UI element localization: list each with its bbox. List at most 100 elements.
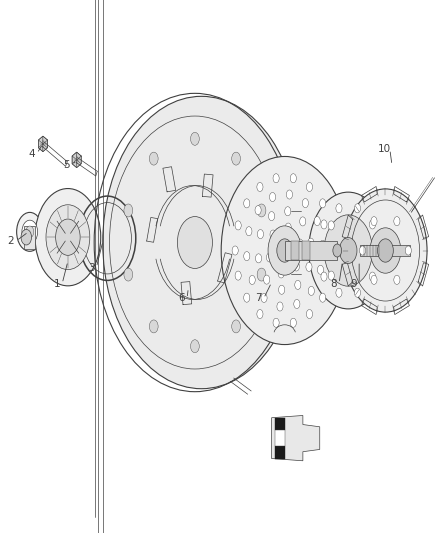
Ellipse shape	[369, 220, 375, 229]
Ellipse shape	[360, 246, 366, 255]
Ellipse shape	[336, 288, 342, 297]
Ellipse shape	[309, 192, 388, 309]
Ellipse shape	[321, 220, 327, 229]
Text: 6: 6	[178, 294, 185, 303]
Ellipse shape	[328, 221, 334, 230]
Ellipse shape	[308, 286, 314, 295]
Ellipse shape	[285, 223, 291, 232]
Ellipse shape	[244, 252, 250, 261]
Ellipse shape	[277, 239, 293, 262]
Ellipse shape	[394, 216, 400, 225]
Polygon shape	[285, 241, 337, 260]
Polygon shape	[43, 136, 47, 144]
Ellipse shape	[375, 246, 381, 255]
Ellipse shape	[333, 244, 342, 257]
Ellipse shape	[307, 310, 313, 319]
Ellipse shape	[26, 226, 34, 238]
Ellipse shape	[324, 215, 372, 286]
Polygon shape	[43, 140, 47, 148]
Polygon shape	[77, 160, 81, 168]
Ellipse shape	[232, 246, 238, 255]
Polygon shape	[72, 152, 77, 160]
Ellipse shape	[257, 268, 266, 281]
Ellipse shape	[264, 275, 270, 284]
Ellipse shape	[103, 96, 300, 389]
Ellipse shape	[273, 318, 279, 327]
Ellipse shape	[244, 293, 250, 302]
Ellipse shape	[328, 271, 334, 280]
Ellipse shape	[273, 174, 279, 183]
Ellipse shape	[279, 285, 285, 294]
Ellipse shape	[318, 265, 324, 274]
Ellipse shape	[286, 190, 293, 199]
Ellipse shape	[268, 212, 275, 221]
Ellipse shape	[35, 189, 101, 286]
Ellipse shape	[321, 272, 327, 281]
Ellipse shape	[255, 254, 261, 263]
Polygon shape	[39, 140, 43, 148]
Ellipse shape	[336, 204, 342, 213]
Polygon shape	[72, 160, 77, 168]
Ellipse shape	[405, 246, 411, 255]
Ellipse shape	[269, 192, 276, 201]
Ellipse shape	[235, 271, 241, 280]
Text: 1: 1	[53, 279, 60, 288]
Ellipse shape	[244, 199, 250, 208]
Ellipse shape	[268, 226, 301, 275]
Ellipse shape	[257, 182, 263, 191]
Ellipse shape	[294, 300, 300, 309]
Text: 8: 8	[330, 279, 337, 288]
Ellipse shape	[257, 204, 266, 217]
Ellipse shape	[339, 238, 357, 263]
Ellipse shape	[371, 276, 377, 285]
Ellipse shape	[258, 230, 264, 239]
Ellipse shape	[257, 310, 263, 319]
Ellipse shape	[302, 199, 308, 208]
Text: 5: 5	[63, 160, 70, 170]
Ellipse shape	[290, 318, 297, 327]
Ellipse shape	[300, 217, 306, 226]
Text: 9: 9	[350, 279, 357, 288]
Polygon shape	[276, 446, 285, 458]
Ellipse shape	[314, 216, 320, 225]
Ellipse shape	[177, 216, 212, 269]
Ellipse shape	[249, 276, 255, 285]
Ellipse shape	[124, 204, 133, 217]
Polygon shape	[39, 144, 43, 152]
Ellipse shape	[394, 276, 400, 285]
Ellipse shape	[261, 293, 267, 302]
Ellipse shape	[124, 268, 133, 281]
Polygon shape	[43, 144, 47, 152]
Polygon shape	[360, 245, 410, 256]
Ellipse shape	[235, 221, 241, 230]
Polygon shape	[272, 416, 320, 461]
Text: 4: 4	[28, 149, 35, 158]
Ellipse shape	[232, 152, 240, 165]
Polygon shape	[276, 430, 285, 446]
FancyBboxPatch shape	[24, 225, 35, 249]
Ellipse shape	[369, 272, 375, 281]
Ellipse shape	[21, 229, 32, 245]
Ellipse shape	[56, 219, 80, 255]
Polygon shape	[77, 156, 81, 164]
Ellipse shape	[320, 293, 326, 302]
Ellipse shape	[371, 216, 377, 225]
Polygon shape	[302, 240, 310, 261]
Text: 3: 3	[88, 263, 95, 272]
Ellipse shape	[297, 239, 303, 248]
Ellipse shape	[344, 189, 427, 312]
Ellipse shape	[255, 206, 261, 215]
Polygon shape	[39, 136, 43, 144]
Ellipse shape	[285, 207, 291, 216]
Polygon shape	[77, 152, 81, 160]
Ellipse shape	[191, 132, 199, 146]
Ellipse shape	[232, 320, 240, 333]
Ellipse shape	[221, 157, 348, 344]
Ellipse shape	[290, 174, 297, 183]
Polygon shape	[291, 240, 299, 261]
Text: 10: 10	[378, 144, 391, 154]
Ellipse shape	[308, 238, 314, 247]
Ellipse shape	[17, 212, 43, 252]
Ellipse shape	[149, 320, 158, 333]
Ellipse shape	[293, 262, 300, 271]
